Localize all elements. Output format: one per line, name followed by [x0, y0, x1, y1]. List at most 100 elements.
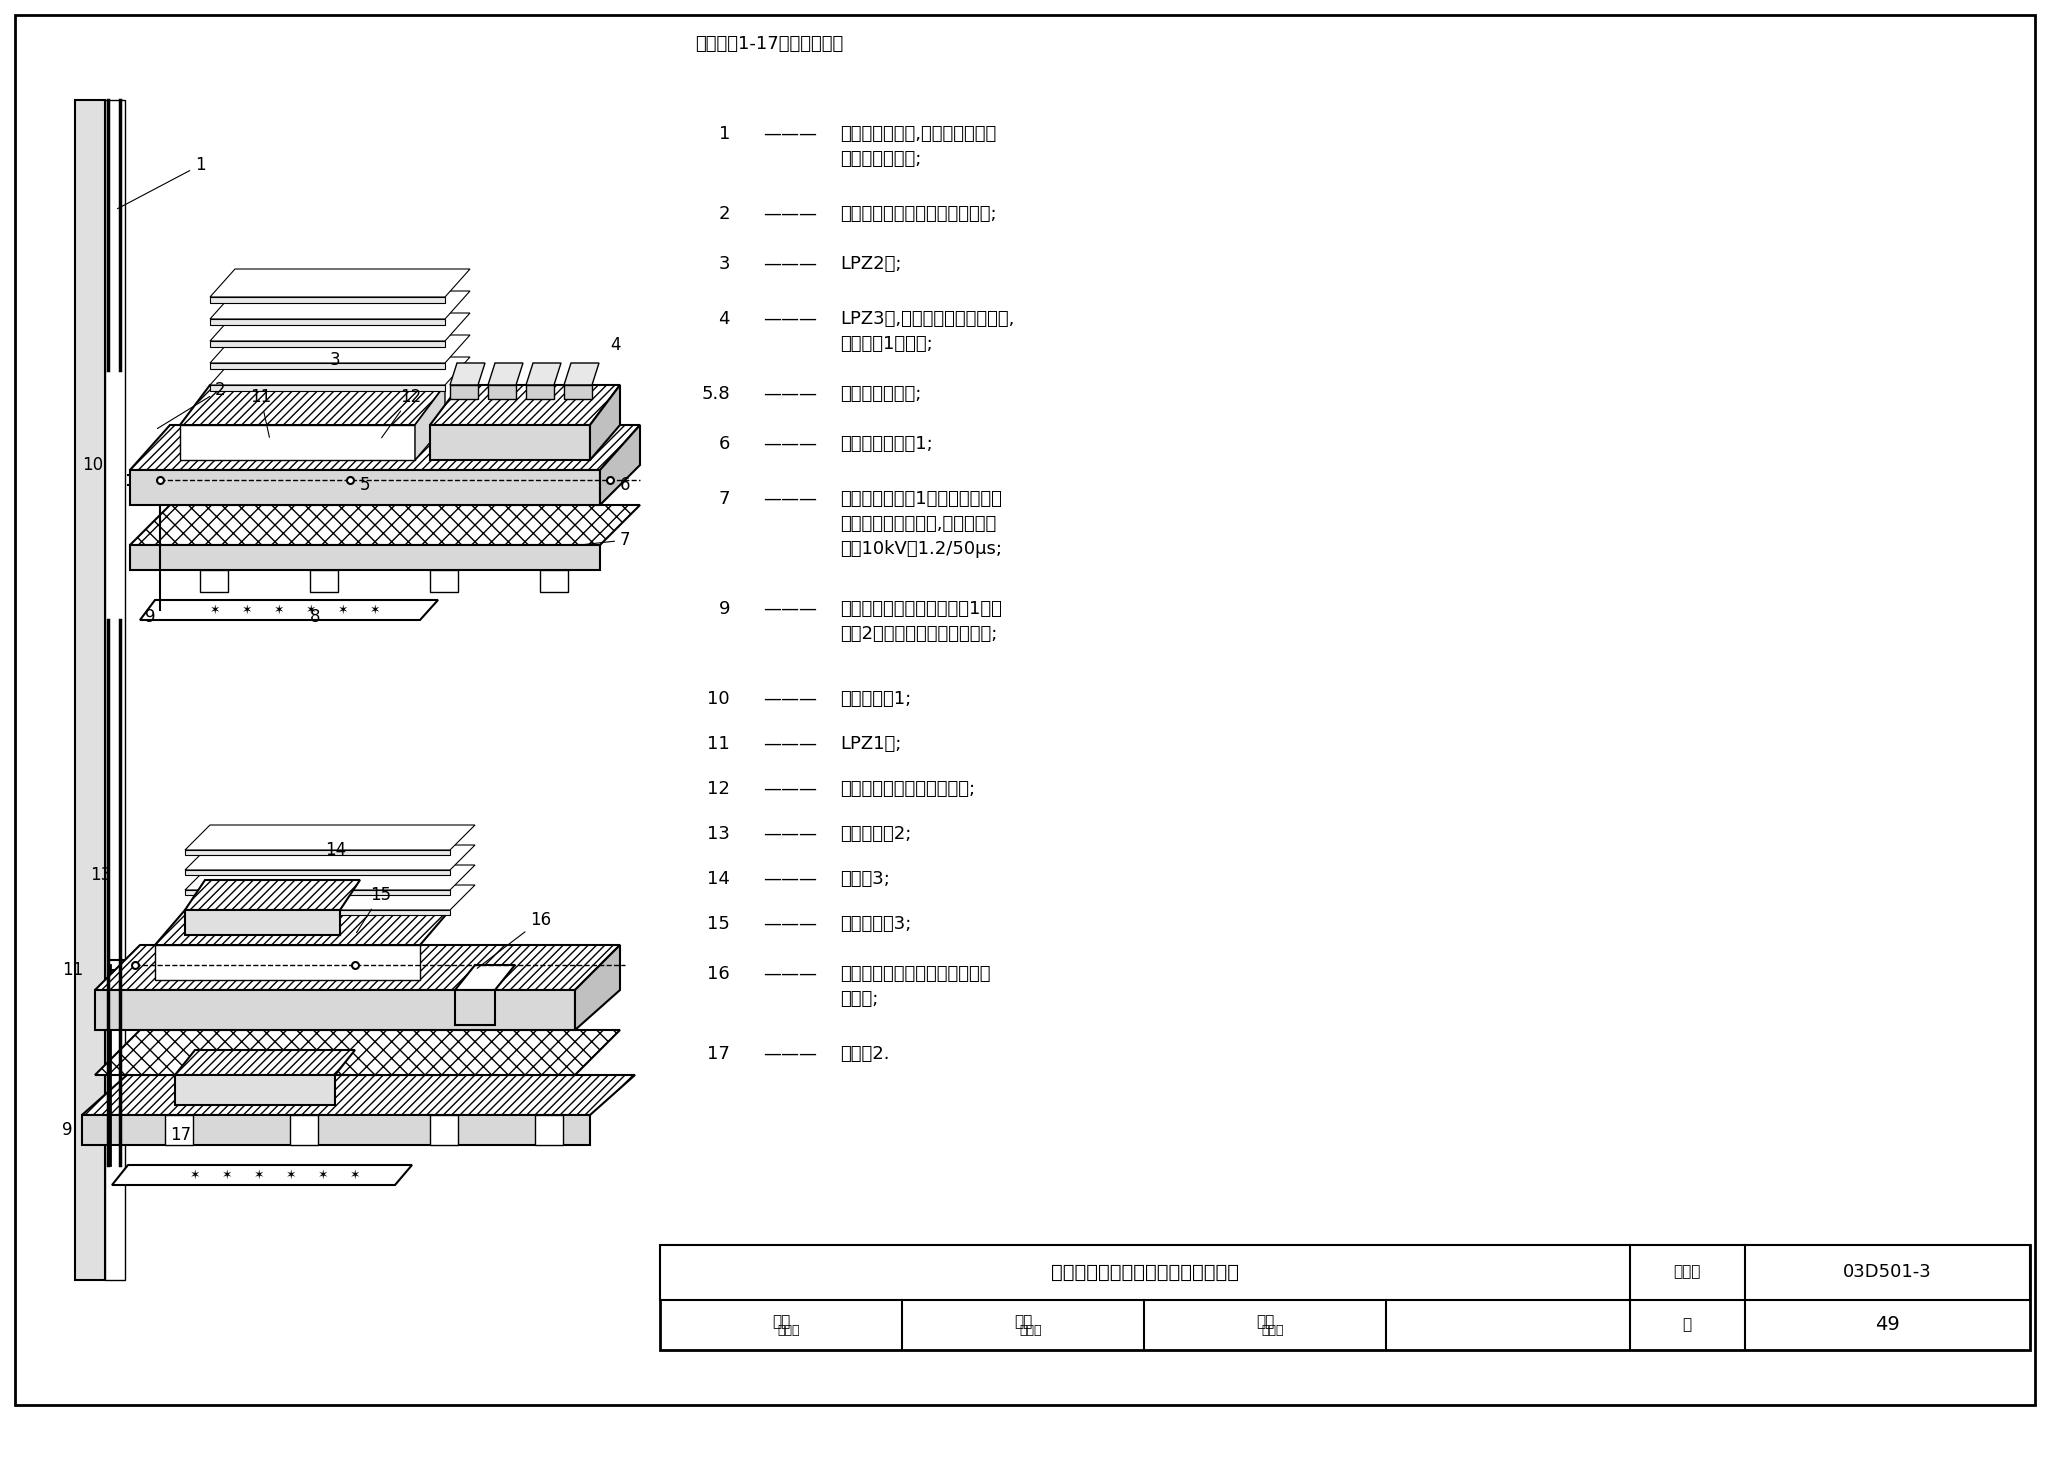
- Polygon shape: [416, 385, 444, 460]
- Polygon shape: [563, 363, 598, 385]
- Polygon shape: [184, 881, 360, 910]
- Text: 单点连接点1;: 单点连接点1;: [840, 690, 911, 707]
- Text: ———: ———: [764, 780, 817, 798]
- Polygon shape: [487, 363, 522, 385]
- Polygon shape: [451, 385, 477, 400]
- Text: 1: 1: [719, 124, 729, 144]
- Polygon shape: [184, 889, 451, 895]
- Text: ———: ———: [764, 435, 817, 453]
- Polygon shape: [156, 910, 451, 946]
- Text: 建筑物内混合等电位连接的设计例子: 建筑物内混合等电位连接的设计例子: [1051, 1262, 1239, 1282]
- Text: 15: 15: [707, 915, 729, 932]
- Polygon shape: [184, 910, 340, 935]
- Text: LPZ2区;: LPZ2区;: [840, 255, 901, 272]
- Text: 3: 3: [330, 351, 340, 369]
- Text: ✶: ✶: [305, 604, 315, 617]
- Polygon shape: [211, 385, 444, 391]
- Polygon shape: [139, 599, 438, 620]
- Polygon shape: [174, 1074, 336, 1106]
- Polygon shape: [211, 357, 469, 385]
- Polygon shape: [526, 385, 555, 400]
- Polygon shape: [487, 385, 516, 400]
- Text: 7: 7: [719, 490, 729, 508]
- Polygon shape: [526, 363, 561, 385]
- Text: ✶: ✶: [190, 1169, 201, 1181]
- Text: 董宝根: 董宝根: [1020, 1323, 1042, 1336]
- Polygon shape: [184, 864, 475, 889]
- Text: 3: 3: [719, 255, 729, 272]
- Text: 等电位连接网络1与建筑物共用接
地系统之间的绝缘物,其绝缘强度
大于10kV、1.2/50μs;: 等电位连接网络1与建筑物共用接 地系统之间的绝缘物,其绝缘强度 大于10kV、1…: [840, 490, 1001, 558]
- Text: 4: 4: [719, 309, 729, 329]
- Polygon shape: [430, 570, 459, 592]
- Polygon shape: [309, 570, 338, 592]
- Polygon shape: [180, 425, 416, 460]
- Polygon shape: [129, 471, 600, 505]
- Text: ———: ———: [764, 736, 817, 753]
- Text: 6: 6: [719, 435, 729, 453]
- Polygon shape: [129, 425, 641, 471]
- Polygon shape: [113, 1165, 412, 1185]
- Text: 审核: 审核: [772, 1314, 791, 1329]
- Text: 低阻抗电缆管道,建筑物共用接地
系统的一个单元;: 低阻抗电缆管道,建筑物共用接地 系统的一个单元;: [840, 124, 995, 169]
- Text: LPZ1区;: LPZ1区;: [840, 736, 901, 753]
- Text: ———: ———: [764, 255, 817, 272]
- Text: ✶: ✶: [221, 1169, 231, 1181]
- Text: 1: 1: [117, 155, 205, 209]
- Polygon shape: [201, 570, 227, 592]
- Text: 11: 11: [250, 388, 270, 437]
- Polygon shape: [535, 1114, 563, 1146]
- Text: 等电位连接网络1;: 等电位连接网络1;: [840, 435, 932, 453]
- Text: 单点连接点3;: 单点连接点3;: [840, 915, 911, 932]
- Polygon shape: [94, 1030, 621, 1074]
- Polygon shape: [129, 545, 600, 570]
- Text: 03D501-3: 03D501-3: [1843, 1262, 1931, 1282]
- Text: 电缆管道、等电位连接网络1、系
统组2与地面钢筋的等电位连接;: 电缆管道、等电位连接网络1、系 统组2与地面钢筋的等电位连接;: [840, 599, 1001, 642]
- Text: 单点连接与电缆管道之间的连接;: 单点连接与电缆管道之间的连接;: [840, 206, 997, 223]
- Polygon shape: [82, 1074, 635, 1114]
- Text: 采用一般等电位连接的原有设备
和装置;: 采用一般等电位连接的原有设备 和装置;: [840, 965, 991, 1008]
- Text: 49: 49: [1874, 1316, 1898, 1335]
- Text: ———: ———: [764, 385, 817, 403]
- Polygon shape: [82, 1114, 590, 1146]
- Text: 6: 6: [621, 477, 631, 494]
- Text: 9: 9: [61, 1120, 72, 1140]
- Polygon shape: [455, 990, 496, 1026]
- Text: ———: ———: [764, 965, 817, 983]
- Polygon shape: [590, 385, 621, 460]
- Text: ✶: ✶: [254, 1169, 264, 1181]
- Text: ✶: ✶: [274, 604, 285, 617]
- Polygon shape: [94, 990, 575, 1030]
- Text: 单点连接点2;: 单点连接点2;: [840, 824, 911, 844]
- Polygon shape: [430, 385, 621, 425]
- Polygon shape: [184, 845, 475, 870]
- Polygon shape: [211, 297, 444, 303]
- Text: 2: 2: [158, 380, 225, 429]
- Text: ———: ———: [764, 690, 817, 707]
- Text: 16: 16: [477, 912, 551, 968]
- Text: 注：图中1-17的标注代表：: 注：图中1-17的标注代表：: [694, 36, 844, 53]
- Text: ✶: ✶: [371, 604, 381, 617]
- Text: 9: 9: [145, 608, 156, 626]
- Text: ———: ———: [764, 309, 817, 329]
- Polygon shape: [430, 1114, 459, 1146]
- Text: ———: ———: [764, 1045, 817, 1063]
- Text: 11: 11: [707, 736, 729, 753]
- Text: 钢筋混凝土地面;: 钢筋混凝土地面;: [840, 385, 922, 403]
- Polygon shape: [211, 320, 444, 326]
- Text: 林纶秀: 林纶秀: [1262, 1323, 1284, 1336]
- Text: ———: ———: [764, 599, 817, 619]
- Polygon shape: [211, 334, 469, 363]
- Text: 2: 2: [719, 206, 729, 223]
- Text: 4: 4: [610, 336, 621, 354]
- Text: ———: ———: [764, 870, 817, 888]
- Text: 校对: 校对: [1014, 1314, 1032, 1329]
- Text: 7: 7: [584, 531, 631, 549]
- Text: ✶: ✶: [209, 604, 221, 617]
- Text: 系统组2.: 系统组2.: [840, 1045, 889, 1063]
- Polygon shape: [104, 101, 125, 1280]
- Text: ✶: ✶: [287, 1169, 297, 1181]
- Text: ✶: ✶: [350, 1169, 360, 1181]
- Polygon shape: [563, 385, 592, 400]
- Bar: [659, 1245, 2030, 1350]
- Text: 11: 11: [61, 961, 84, 978]
